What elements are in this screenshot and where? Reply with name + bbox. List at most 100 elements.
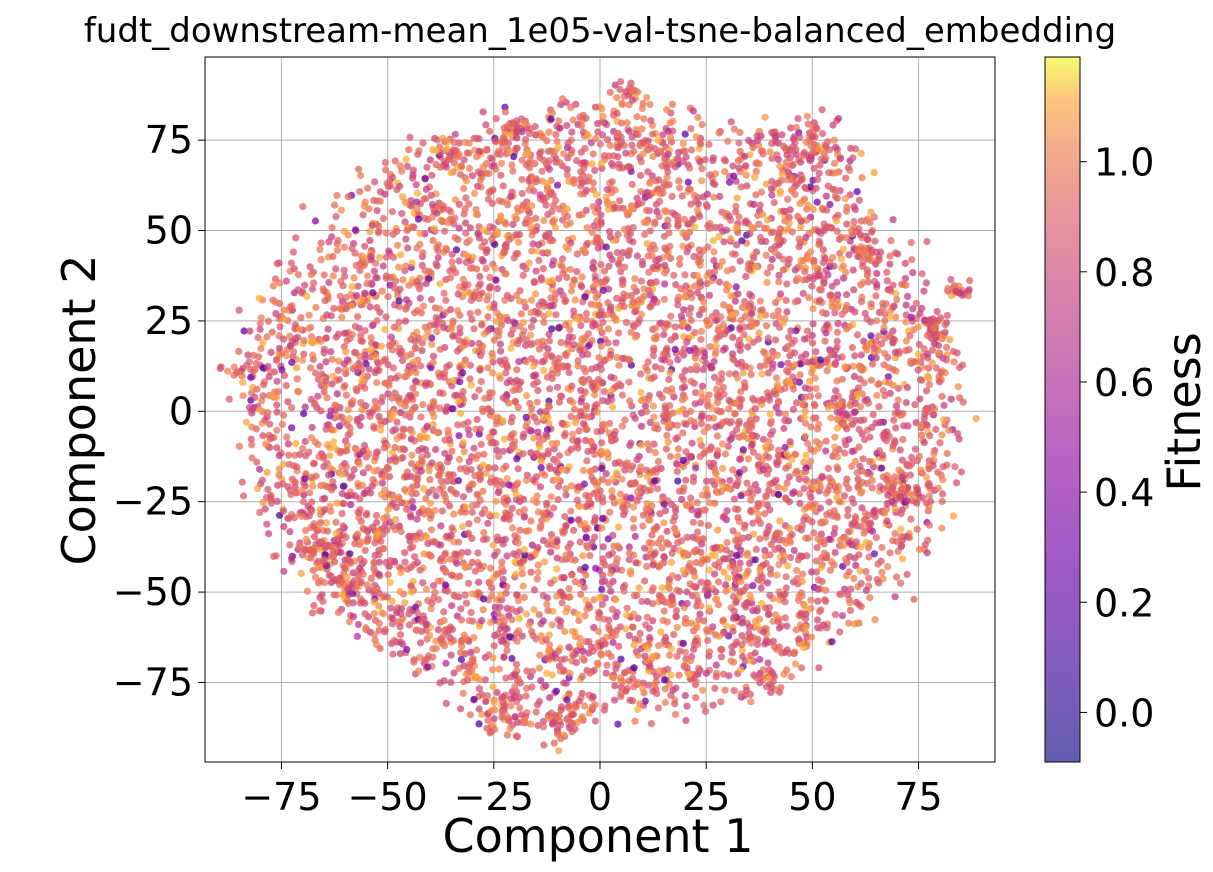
scatter-point <box>842 304 850 312</box>
scatter-point <box>684 244 693 252</box>
scatter-point <box>776 323 784 332</box>
scatter-point <box>853 469 861 477</box>
scatter-point <box>271 275 279 283</box>
scatter-point <box>387 182 395 190</box>
scatter-point <box>361 242 369 250</box>
scatter-point <box>712 588 720 596</box>
scatter-point <box>534 309 542 317</box>
scatter-point <box>575 483 583 491</box>
scatter-point <box>419 249 427 257</box>
scatter-point <box>613 354 621 362</box>
scatter-point <box>503 646 511 655</box>
scatter-point <box>609 475 617 483</box>
scatter-point <box>614 523 623 531</box>
scatter-point <box>850 574 858 583</box>
scatter-point <box>448 382 456 390</box>
scatter-point <box>833 494 841 502</box>
scatter-point <box>755 220 763 228</box>
scatter-point <box>716 408 724 416</box>
scatter-point <box>503 552 511 560</box>
scatter-point <box>590 265 598 273</box>
scatter-point <box>549 217 557 226</box>
scatter-point <box>792 377 800 385</box>
scatter-point <box>423 533 431 542</box>
scatter-point <box>267 348 275 356</box>
scatter-point <box>892 424 900 432</box>
scatter-point <box>682 550 690 558</box>
scatter-point <box>484 364 492 372</box>
scatter-point <box>693 592 701 600</box>
scatter-point <box>936 439 944 447</box>
scatter-point <box>887 287 895 295</box>
scatter-point <box>772 611 780 619</box>
scatter-point <box>619 249 627 257</box>
scatter-point <box>606 419 614 428</box>
scatter-point <box>427 269 435 277</box>
scatter-point <box>724 137 732 145</box>
scatter-point <box>417 362 425 370</box>
scatter-point <box>278 420 286 428</box>
scatter-point <box>513 455 521 463</box>
scatter-point <box>845 619 853 627</box>
scatter-point <box>350 274 358 282</box>
scatter-point <box>744 455 752 463</box>
scatter-point <box>773 458 781 466</box>
scatter-point <box>308 285 316 293</box>
scatter-point <box>526 399 534 408</box>
scatter-point <box>807 457 815 465</box>
scatter-point <box>552 290 560 298</box>
scatter-point <box>353 415 361 423</box>
scatter-point <box>275 452 283 460</box>
scatter-point <box>361 546 369 555</box>
scatter-point <box>682 716 690 725</box>
scatter-point <box>246 327 254 335</box>
scatter-point <box>672 528 680 536</box>
scatter-point <box>711 499 719 507</box>
scatter-point <box>670 631 678 639</box>
scatter-point <box>486 433 494 441</box>
scatter-point <box>471 393 479 401</box>
scatter-point <box>623 604 631 612</box>
scatter-point <box>568 382 576 390</box>
scatter-point <box>776 529 784 538</box>
scatter-point <box>555 354 563 362</box>
scatter-point <box>297 569 305 578</box>
scatter-point <box>689 215 697 223</box>
scatter-point <box>465 579 473 588</box>
scatter-point <box>857 579 865 587</box>
scatter-point <box>618 297 626 305</box>
scatter-point <box>684 178 692 186</box>
scatter-point <box>648 539 656 547</box>
scatter-point <box>841 449 849 457</box>
scatter-point <box>449 477 457 485</box>
scatter-point <box>643 440 652 448</box>
scatter-point <box>278 349 286 357</box>
scatter-point <box>769 312 778 320</box>
scatter-point <box>581 520 589 528</box>
scatter-point <box>529 240 537 248</box>
scatter-point <box>680 306 688 314</box>
scatter-point <box>589 150 597 158</box>
scatter-point <box>741 572 749 581</box>
scatter-point <box>455 200 463 208</box>
scatter-point <box>792 660 800 668</box>
scatter-point <box>478 617 486 625</box>
scatter-point <box>454 397 462 405</box>
scatter-point <box>396 650 404 658</box>
scatter-point <box>355 460 363 468</box>
scatter-point <box>691 328 699 336</box>
scatter-point <box>775 271 783 279</box>
scatter-point <box>496 374 504 382</box>
scatter-point <box>692 389 700 397</box>
scatter-point <box>545 330 553 338</box>
scatter-point <box>673 467 681 476</box>
scatter-point <box>307 364 315 372</box>
scatter-point <box>848 462 856 470</box>
scatter-point <box>512 376 521 384</box>
scatter-point <box>361 198 369 206</box>
scatter-point <box>352 446 361 454</box>
scatter-point <box>536 408 545 416</box>
scatter-point <box>340 272 349 280</box>
scatter-point <box>916 395 924 403</box>
scatter-point <box>404 244 412 252</box>
